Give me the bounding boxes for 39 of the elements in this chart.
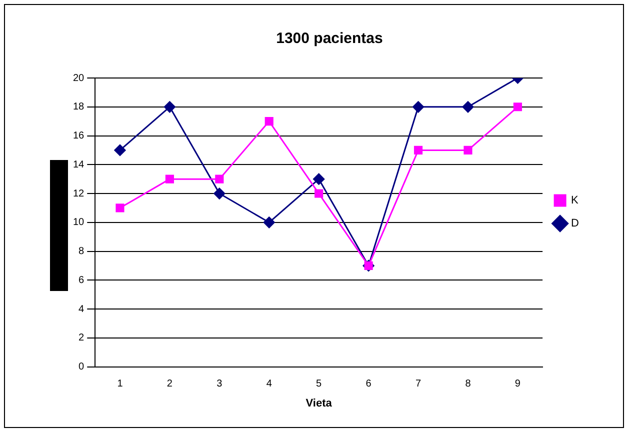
y-tick-label: 16	[73, 130, 85, 142]
x-tick-label: 5	[316, 378, 322, 390]
point	[165, 174, 174, 184]
point	[114, 144, 126, 156]
legend-label: D	[571, 218, 580, 230]
point	[264, 117, 274, 126]
point	[412, 101, 424, 113]
chart-title: 1300 pacientas	[276, 30, 383, 48]
y-tick-label: 20	[73, 72, 85, 84]
x-tick-label: 7	[415, 378, 422, 390]
x-tick-label: 2	[166, 378, 173, 390]
x-tick-label: 3	[216, 378, 223, 390]
point	[513, 102, 522, 112]
point	[464, 146, 472, 154]
y-tick-label: 18	[73, 102, 85, 113]
point	[215, 174, 224, 184]
point	[314, 189, 324, 198]
y-tick-label: 0	[78, 362, 85, 373]
point	[263, 216, 275, 228]
point	[214, 188, 226, 200]
x-tick-label: 8	[465, 378, 472, 390]
legend-label: K	[571, 194, 580, 207]
y-tick-label: 8	[78, 246, 85, 258]
y-tick-label: 6	[78, 274, 85, 286]
y-tick-label: 4	[78, 304, 85, 315]
y-tick-label: 14	[73, 159, 85, 170]
x-tick-label: 9	[514, 378, 521, 390]
point	[414, 146, 423, 154]
x-axis-title: Vieta	[306, 397, 333, 410]
y-tick-label: 2	[78, 332, 85, 344]
y-tick-label: 12	[73, 188, 85, 200]
x-tick-label: 6	[366, 378, 372, 390]
x-tick-label: 4	[266, 378, 272, 390]
point	[116, 204, 124, 212]
point	[462, 101, 474, 113]
x-tick-label: 1	[117, 378, 124, 390]
point	[164, 101, 176, 113]
point	[313, 173, 325, 185]
y-tick-label: 10	[73, 217, 85, 228]
